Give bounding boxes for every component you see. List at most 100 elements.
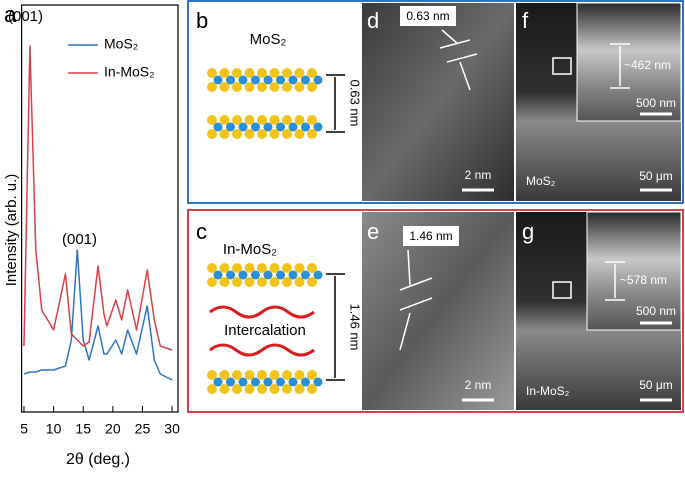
atom-mo: [251, 122, 260, 132]
inset: [576, 2, 682, 122]
thickness-label: ~462 nm: [624, 58, 671, 72]
atom-mo: [251, 75, 260, 85]
x-tick-label: 5: [20, 421, 28, 437]
atom-s: [244, 68, 255, 78]
x-tick-label: 25: [135, 421, 151, 437]
atom-mo: [238, 122, 248, 132]
x-tick-label: 30: [164, 421, 180, 437]
atom-s: [257, 82, 267, 92]
atom-mo: [263, 75, 273, 85]
atom-s: [257, 263, 267, 273]
atom-mo: [226, 75, 235, 85]
atom-s: [307, 277, 317, 287]
atom-s: [219, 129, 230, 139]
atom-s: [269, 115, 280, 125]
atom-mo: [276, 377, 285, 387]
atom-mo: [288, 75, 298, 85]
series-line: [23, 45, 173, 351]
atom-s: [244, 115, 255, 125]
atom-mo: [263, 270, 273, 280]
mos2-layers: [207, 68, 323, 394]
atom-s: [269, 370, 280, 380]
atom-s: [207, 370, 217, 380]
spacing-label: 1.46 nm: [409, 229, 452, 243]
atom-s: [294, 82, 305, 92]
atom-s: [244, 129, 255, 139]
atom-s: [269, 277, 280, 287]
label-bg: [400, 6, 456, 26]
atom-s: [307, 263, 317, 273]
atom-mo: [263, 122, 273, 132]
atom-s: [232, 263, 242, 273]
scale-label: 50 μm: [639, 169, 673, 183]
atom-mo: [301, 270, 310, 280]
atom-s: [244, 82, 255, 92]
atom-mo: [263, 377, 273, 387]
atom-mo: [301, 75, 310, 85]
atom-s: [282, 384, 292, 394]
tem-image: [362, 3, 514, 201]
label-bg: [403, 226, 459, 246]
annotation: (001): [62, 231, 97, 248]
x-axis-label: 2θ (deg.): [66, 451, 130, 468]
scale-label: 50 μm: [639, 378, 673, 392]
atom-mo: [213, 377, 223, 387]
sample-label: In-MoS₂: [526, 384, 570, 398]
atom-s: [307, 115, 317, 125]
atom-s: [282, 263, 292, 273]
atom-mo: [213, 75, 223, 85]
atom-s: [257, 277, 267, 287]
atom-mo: [213, 270, 223, 280]
atom-mo: [276, 75, 285, 85]
atom-s: [269, 384, 280, 394]
atom-s: [307, 82, 317, 92]
atom-s: [257, 115, 267, 125]
atom-s: [269, 263, 280, 273]
atom-s: [257, 384, 267, 394]
atom-s: [244, 384, 255, 394]
scale-label: 2 nm: [465, 168, 492, 182]
spacing-label: 0.63 nm: [348, 80, 363, 127]
atom-s: [307, 129, 317, 139]
atom-s: [269, 82, 280, 92]
atom-mo: [226, 270, 235, 280]
atom-s: [307, 370, 317, 380]
panel-label: c: [196, 219, 207, 244]
sample-label: MoS₂: [526, 174, 556, 188]
y-axis-label: Intensity (arb. u.): [3, 174, 20, 287]
atom-mo: [238, 75, 248, 85]
panel-box: [187, 209, 684, 413]
atom-s: [269, 68, 280, 78]
scale-label: 2 nm: [465, 378, 492, 392]
scale-label: 500 nm: [636, 304, 676, 318]
atom-mo: [238, 270, 248, 280]
atom-mo: [276, 122, 285, 132]
atom-mo: [251, 270, 260, 280]
atom-s: [232, 68, 242, 78]
inset: [586, 211, 682, 331]
atom-s: [244, 370, 255, 380]
atom-s: [232, 129, 242, 139]
thickness-label: ~578 nm: [620, 273, 667, 287]
atom-s: [232, 370, 242, 380]
atom-s: [257, 370, 267, 380]
panel-box: [187, 0, 684, 204]
plot-frame: [21, 4, 179, 413]
atom-s: [307, 384, 317, 394]
atom-s: [207, 68, 217, 78]
atom-s: [232, 82, 242, 92]
atom-mo: [313, 75, 323, 85]
panel-label: a: [4, 2, 17, 27]
atom-mo: [251, 377, 260, 387]
atom-s: [282, 370, 292, 380]
panel-label: g: [522, 219, 534, 244]
scale-label: 500 nm: [636, 96, 676, 110]
atom-mo: [301, 377, 310, 387]
atom-mo: [226, 377, 235, 387]
atom-s: [207, 263, 217, 273]
panel-label: b: [196, 8, 208, 33]
atom-s: [294, 370, 305, 380]
atom-mo: [213, 122, 223, 132]
atom-s: [294, 384, 305, 394]
annotation: (001): [8, 8, 43, 25]
